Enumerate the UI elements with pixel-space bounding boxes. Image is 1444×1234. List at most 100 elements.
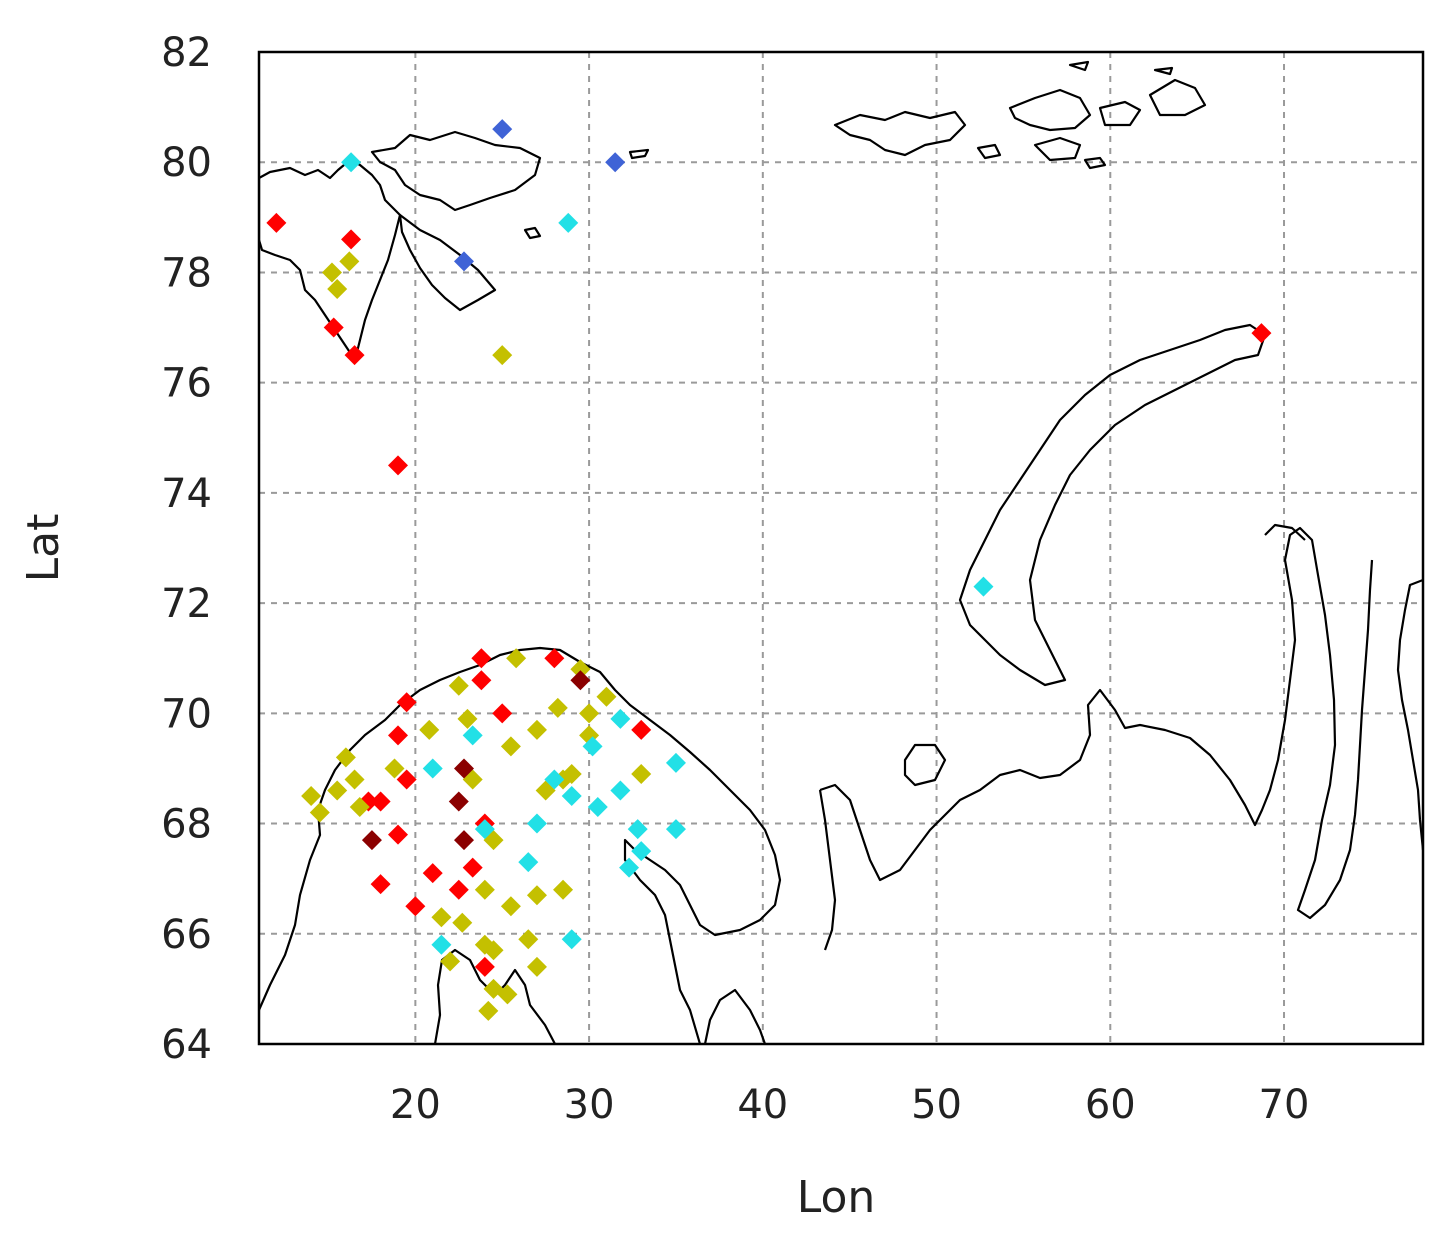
- data-point-yellow: [457, 708, 478, 729]
- data-point-red: [422, 863, 443, 884]
- data-point-cyan: [973, 576, 994, 597]
- data-point-yellow: [483, 940, 504, 961]
- x-axis-title: Lon: [797, 1172, 876, 1223]
- data-point-red: [1251, 323, 1272, 344]
- data-point-yellow: [448, 675, 469, 696]
- data-point-yellow: [431, 907, 452, 928]
- data-point-red: [370, 874, 391, 895]
- data-point-cyan: [665, 819, 686, 840]
- data-point-cyan: [627, 819, 648, 840]
- data-point-yellow: [492, 345, 513, 366]
- x-tick-label: 30: [564, 1082, 615, 1128]
- data-point-cyan: [582, 736, 603, 757]
- data-point-yellow: [500, 736, 521, 757]
- tick-labels: 20 30 40 50 60 70 64 66 68 70 72 74 76 78 80 82: [161, 30, 1309, 1128]
- data-point-yellow: [349, 797, 370, 818]
- data-point-yellow: [478, 1000, 499, 1021]
- coastlines: [259, 60, 1423, 1044]
- data-point-yellow: [631, 763, 652, 784]
- data-point-red: [405, 896, 426, 917]
- data-point-cyan: [619, 857, 640, 878]
- data-point-red: [396, 692, 417, 713]
- y-tick-label: 72: [161, 581, 212, 627]
- data-point-red: [474, 956, 495, 977]
- data-point-darkred: [454, 830, 475, 851]
- x-tick-label: 20: [390, 1082, 441, 1128]
- data-point-yellow: [570, 659, 591, 680]
- data-point-cyan: [526, 813, 547, 834]
- data-point-yellow: [327, 278, 348, 299]
- data-point-red: [387, 725, 408, 746]
- data-point-yellow: [452, 912, 473, 933]
- data-point-yellow: [506, 648, 527, 669]
- x-tick-label: 50: [911, 1082, 962, 1128]
- data-point-yellow: [474, 879, 495, 900]
- data-point-yellow: [301, 786, 322, 806]
- data-point-red: [387, 455, 408, 476]
- data-point-darkred: [454, 758, 475, 779]
- data-point-blue: [492, 119, 513, 140]
- data-point-red: [471, 648, 492, 669]
- y-tick-label: 76: [161, 361, 212, 407]
- y-tick-label: 70: [161, 691, 212, 737]
- data-point-red: [631, 719, 652, 740]
- data-point-darkred: [570, 670, 591, 691]
- y-tick-label: 68: [161, 802, 212, 848]
- data-point-cyan: [431, 934, 452, 955]
- data-point-cyan: [422, 758, 443, 779]
- data-point-cyan: [561, 929, 582, 950]
- data-point-cyan: [558, 212, 579, 233]
- data-point-cyan: [665, 752, 686, 773]
- data-point-yellow: [547, 697, 568, 718]
- data-point-yellow: [344, 769, 365, 790]
- data-point-cyan: [561, 786, 582, 806]
- data-point-cyan: [587, 797, 608, 818]
- data-point-cyan: [474, 819, 495, 840]
- data-point-red: [471, 670, 492, 691]
- y-tick-label: 74: [161, 471, 212, 517]
- data-point-red: [370, 791, 391, 812]
- data-point-yellow: [384, 758, 405, 779]
- data-point-red: [323, 317, 344, 338]
- data-point-red: [492, 703, 513, 724]
- data-point-yellow: [526, 956, 547, 977]
- data-point-red: [462, 857, 483, 878]
- data-point-red: [544, 648, 565, 669]
- data-point-cyan: [341, 152, 362, 173]
- data-point-yellow: [321, 262, 342, 283]
- data-point-cyan: [544, 769, 565, 790]
- data-point-yellow: [579, 703, 600, 724]
- data-point-red: [396, 769, 417, 790]
- data-point-cyan: [610, 708, 631, 729]
- data-point-red: [341, 229, 362, 250]
- data-point-yellow: [309, 802, 330, 823]
- data-points: [266, 119, 1272, 1021]
- data-point-yellow: [440, 951, 461, 972]
- y-tick-label: 64: [161, 1022, 212, 1068]
- data-point-yellow: [596, 686, 617, 707]
- y-tick-label: 80: [161, 140, 212, 186]
- data-point-yellow: [553, 879, 574, 900]
- data-point-cyan: [462, 725, 483, 746]
- data-point-red: [266, 212, 287, 233]
- data-point-yellow: [526, 885, 547, 906]
- data-point-darkred: [448, 791, 469, 812]
- grid: [259, 52, 1423, 1044]
- data-point-yellow: [518, 929, 539, 950]
- data-point-yellow: [419, 719, 440, 740]
- data-point-yellow: [500, 896, 521, 917]
- data-point-yellow: [335, 747, 356, 768]
- plot-frame: [257, 50, 1425, 1046]
- y-axis-title: Lat: [18, 514, 69, 583]
- data-point-red: [344, 345, 365, 366]
- data-point-cyan: [631, 841, 652, 862]
- data-point-cyan: [518, 852, 539, 873]
- data-point-cyan: [610, 780, 631, 801]
- x-tick-label: 40: [737, 1082, 788, 1128]
- y-tick-label: 78: [161, 250, 212, 296]
- x-tick-label: 60: [1085, 1082, 1136, 1128]
- x-tick-label: 70: [1259, 1082, 1310, 1128]
- data-point-darkred: [361, 830, 382, 851]
- y-tick-label: 66: [161, 912, 212, 958]
